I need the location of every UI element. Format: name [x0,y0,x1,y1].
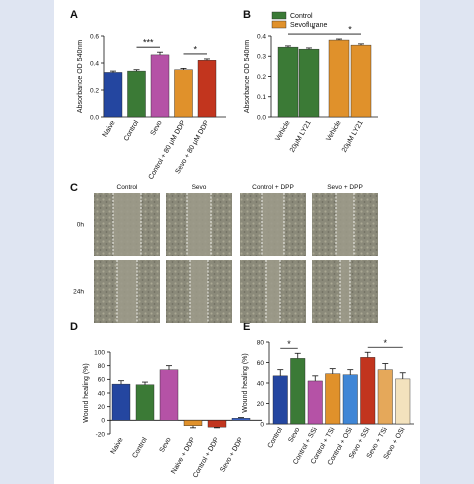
bar [350,44,372,118]
wound-gap [117,260,137,323]
bar [103,72,123,118]
image-column-label: Sevo [192,184,207,191]
bar [197,60,217,118]
y-axis-label: Wound healing (%) [83,363,90,422]
bar [159,369,179,421]
bar [272,375,288,425]
panel-letter-c: C [70,182,78,194]
y-tick-label: 0.2 [90,87,99,94]
significance-label: * [312,25,316,35]
bar [298,48,320,118]
y-tick-label: 20 [257,401,265,408]
y-tick-label: 40 [257,380,265,387]
significance-label: * [193,44,197,54]
wound-gap [262,193,284,256]
significance-label: *** [143,38,154,48]
y-tick-label: 0.6 [90,33,99,40]
y-tick-label: 40 [98,390,106,397]
bar [207,420,227,428]
legend-swatch [271,20,287,29]
bar [342,374,358,425]
wound-gap [187,193,211,256]
y-tick-label: 0 [260,421,264,428]
bar [328,39,350,118]
image-column-label: Control [117,184,139,191]
y-tick-label: 60 [98,377,106,384]
y-tick-label: 0.3 [257,54,266,61]
bar [135,384,155,421]
panel-letter-e: E [243,321,250,333]
panel-letter-b: B [243,9,251,21]
bar [277,46,299,118]
y-tick-label: 0.1 [257,94,266,101]
y-tick-label: 0.0 [257,114,266,121]
wound-gap [266,260,280,323]
legend-label: Control [290,13,313,20]
image-row-label: 24h [73,289,84,296]
y-tick-label: 0.4 [90,60,99,67]
legend-label: Sevoflurane [290,22,327,29]
bar [183,420,203,427]
y-tick-label: 80 [257,339,265,346]
y-tick-label: 0.0 [90,114,99,121]
y-tick-label: 80 [98,363,106,370]
bar [395,378,411,425]
bar [377,369,393,425]
y-tick-label: 20 [98,404,106,411]
wound-gap [336,193,354,256]
bar [360,357,376,425]
bar [111,383,131,421]
panel-letter-a: A [70,9,78,21]
bar [307,380,323,425]
y-tick-label: 0 [101,418,105,425]
significance-label: * [383,338,387,348]
y-axis-label: Absorbance OD 540nm [244,40,251,113]
image-row-label: 0h [77,222,85,229]
bar [290,358,306,425]
wound-gap [113,193,141,256]
image-panel-c: Control Sevo Control + DPP Sevo + DPP 0h 24h [73,184,378,323]
panel-letters: A B C D E [70,9,251,333]
wound-gap [190,260,208,323]
y-tick-label: 60 [257,360,265,367]
y-tick-label: -20 [96,431,106,438]
image-column-label: Sevo + DPP [327,184,363,191]
bar [150,54,170,118]
panel-letter-d: D [70,321,78,333]
y-axis-label: Absorbance OD 540nm [77,40,84,113]
legend-swatch [271,11,287,20]
significance-label: * [287,339,291,349]
y-axis-label: Wound healing (%) [242,353,249,412]
bar [325,373,341,425]
bar [174,69,193,118]
wound-gap [340,260,350,323]
y-tick-label: 100 [94,349,105,356]
significance-label: * [348,25,352,35]
y-tick-label: 0.2 [257,74,266,81]
y-tick-label: 0.4 [257,33,266,40]
image-column-label: Control + DPP [252,184,294,191]
bar [127,70,146,118]
bar [231,418,251,421]
